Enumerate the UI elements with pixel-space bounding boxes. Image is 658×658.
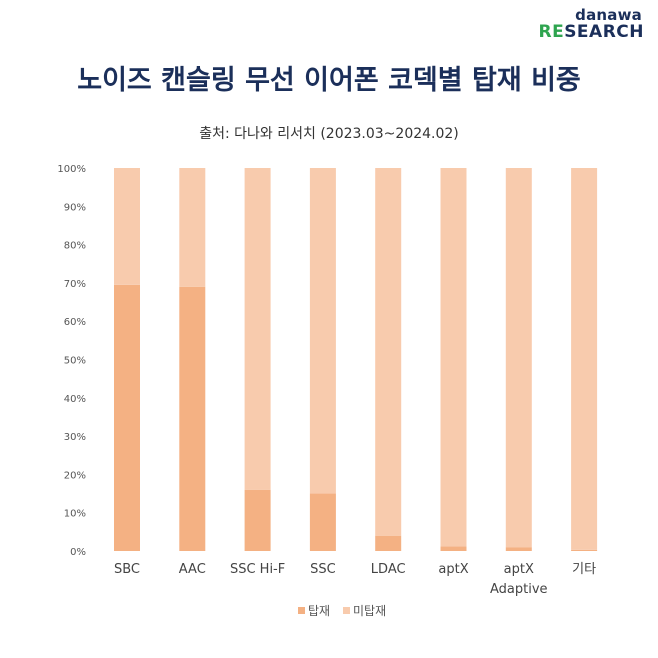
y-tick-label: 90% [64, 202, 86, 213]
bar-not-equipped [505, 168, 532, 548]
x-category-label: aptX Adaptive [490, 562, 548, 597]
y-axis: 0% 10% 20% 30% 40% 50% 60% 70% 80% 90% 100% [57, 164, 86, 558]
bar-equipped [244, 489, 271, 551]
x-category-label: aptX [438, 562, 468, 577]
y-tick-label: 60% [64, 317, 86, 328]
bar-not-equipped [179, 168, 206, 287]
danawa-research-logo: danawa RESEARCH [538, 8, 644, 41]
bar-not-equipped [114, 168, 140, 285]
x-category-label: SSC Hi-F [230, 562, 285, 577]
y-tick-label: 10% [64, 509, 86, 520]
y-tick-label: 40% [64, 394, 86, 405]
logo-text-top: danawa [575, 6, 642, 24]
x-axis: SBC AAC SSC Hi-F SSC LDAC aptX aptX Adaptive 기타 [114, 562, 596, 597]
bar-equipped [440, 546, 467, 551]
bar-equipped [179, 286, 206, 551]
y-tick-label: 100% [57, 164, 86, 175]
x-category-label: LDAC [371, 562, 406, 577]
legend: 탑재 미탑재 [298, 604, 386, 618]
y-tick-label: 0% [70, 547, 86, 558]
y-tick-label: 30% [64, 432, 86, 443]
logo-text-accent: RE [538, 22, 565, 42]
legend-label: 미탑재 [353, 604, 386, 618]
bar-not-equipped [571, 168, 598, 550]
bar-equipped [571, 549, 598, 551]
bar-not-equipped [244, 168, 271, 490]
x-category-label: SSC [310, 562, 336, 577]
bar-equipped [375, 535, 402, 551]
x-category-label: 기타 [572, 562, 596, 577]
x-category-label: SBC [114, 562, 140, 577]
bar-not-equipped [375, 168, 402, 536]
logo-text-bottom: RESEARCH [538, 24, 644, 41]
y-tick-label: 50% [64, 356, 86, 367]
bars [114, 168, 598, 551]
chart-subtitle: 출처: 다나와 리서치 (2023.03~2024.02) [199, 126, 459, 142]
bar-equipped [114, 284, 140, 551]
bar-equipped [505, 547, 532, 551]
y-tick-label: 80% [64, 241, 86, 252]
bar-not-equipped [309, 168, 336, 494]
x-category-label: AAC [179, 562, 206, 577]
legend-swatch [343, 607, 350, 614]
legend-swatch [298, 607, 305, 614]
bar-equipped [309, 493, 336, 551]
chart-title: 노이즈 캔슬링 무선 이어폰 코덱별 탑재 비중 [77, 65, 581, 96]
y-tick-label: 70% [64, 279, 86, 290]
legend-label: 탑재 [308, 604, 330, 618]
bar-not-equipped [440, 168, 467, 547]
logo-text-rest: SEARCH [564, 22, 644, 42]
y-tick-label: 20% [64, 470, 86, 481]
